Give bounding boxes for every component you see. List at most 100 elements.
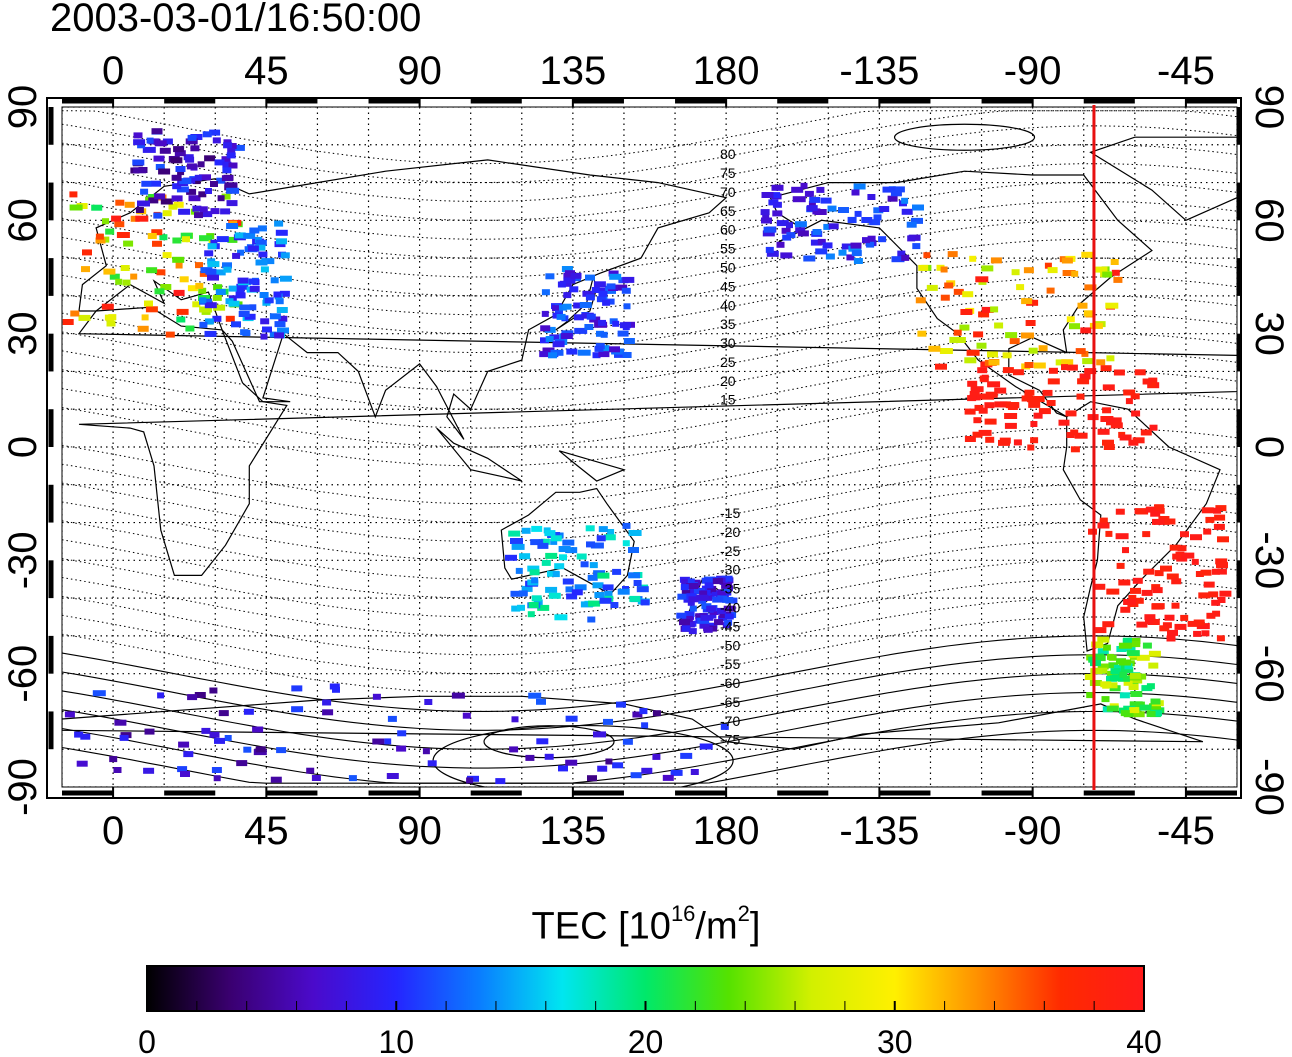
tec-data-point	[1047, 378, 1060, 385]
tec-data-point	[123, 240, 134, 247]
tec-data-point	[199, 270, 209, 277]
tec-data-point	[582, 290, 595, 297]
tec-data-point	[576, 553, 587, 560]
tec-data-point	[113, 767, 122, 773]
right-latitude-label: -90	[1247, 758, 1291, 816]
tec-data-point	[966, 349, 980, 356]
tec-data-point	[1122, 637, 1132, 644]
tec-data-point	[1089, 680, 1102, 686]
tec-data-point	[234, 232, 246, 239]
tec-data-point	[542, 347, 555, 354]
contour-mlat	[62, 238, 1237, 316]
tec-data-point	[662, 774, 674, 781]
tec-data-point	[114, 221, 125, 228]
tec-data-point	[803, 255, 816, 262]
contour-label: -65	[720, 694, 740, 710]
tec-data-point	[911, 217, 923, 224]
tec-data-point	[1116, 562, 1125, 569]
tec-data-point	[249, 304, 257, 311]
tec-data-point	[124, 201, 135, 208]
tec-data-point	[1110, 422, 1123, 429]
tec-data-point	[1126, 650, 1140, 657]
tec-data-point	[1024, 362, 1034, 368]
tec-data-point	[199, 306, 213, 313]
tec-data-point	[782, 234, 792, 241]
tec-data-point	[670, 769, 683, 776]
tec-data-point	[1142, 378, 1152, 385]
tec-data-point	[135, 215, 149, 222]
tec-data-point	[1023, 267, 1034, 274]
tec-data-point	[1187, 620, 1199, 627]
tec-data-point	[998, 439, 1010, 446]
tec-data-point	[1033, 412, 1043, 419]
tec-data-point	[264, 297, 274, 304]
tec-data-point	[1097, 428, 1110, 435]
tec-data-point	[1193, 630, 1202, 637]
contour-label: 30	[720, 335, 736, 351]
tec-data-point	[1061, 359, 1074, 366]
tec-data-point	[1119, 671, 1128, 678]
tec-data-point	[981, 374, 989, 381]
contour-mlat	[62, 314, 1237, 391]
tec-data-point	[561, 266, 573, 272]
tec-data-point	[901, 254, 910, 261]
tec-data-point	[1136, 621, 1148, 628]
contour-mlat	[62, 616, 1237, 693]
tec-data-point	[225, 315, 235, 322]
tec-data-point	[172, 256, 185, 263]
tec-data-point	[1136, 654, 1150, 661]
tec-data-point	[1190, 534, 1202, 541]
graticule	[62, 107, 1237, 787]
tec-data-point	[619, 322, 631, 329]
tec-data-point	[1130, 597, 1144, 604]
tec-data-point	[1090, 668, 1103, 675]
tec-data-point	[812, 229, 822, 235]
tec-data-point	[987, 381, 1001, 388]
tec-data-point	[593, 281, 606, 288]
tec-data-point	[680, 752, 693, 759]
tec-data-point	[177, 766, 188, 773]
tec-data-point	[614, 351, 627, 358]
tec-data-point	[953, 329, 962, 336]
tec-data-point	[261, 258, 275, 265]
tec-data-point	[1113, 276, 1123, 283]
tec-data-point	[210, 208, 220, 215]
tec-data-point	[1111, 269, 1120, 276]
tec-data-point	[116, 232, 130, 238]
tec-data-point	[629, 595, 641, 602]
tec-data-point	[565, 547, 578, 554]
tec-data-point	[791, 186, 804, 193]
tec-data-point	[135, 207, 144, 213]
tec-data-point	[984, 418, 997, 425]
tec-data-point	[554, 563, 565, 570]
tec-data-point	[879, 206, 890, 212]
contour-label: 80	[720, 146, 736, 162]
africa-coastline	[77, 306, 1237, 576]
left-latitude-label: -30	[1, 531, 45, 589]
tec-data-point	[508, 530, 521, 537]
tec-data-point	[212, 137, 221, 144]
tec-data-point	[1171, 578, 1182, 585]
colorbar-ticks: 0 10 20 30 40	[138, 1001, 1162, 1057]
tec-data-point	[387, 715, 397, 722]
australia-coastline	[500, 487, 635, 596]
tec-data-point	[792, 196, 806, 203]
contour-mlat	[62, 503, 1237, 580]
tec-data-point	[817, 238, 826, 245]
tec-data-point	[680, 584, 689, 591]
tec-data-point	[1102, 384, 1115, 391]
tec-data-point	[623, 338, 635, 344]
north-america-coastline	[769, 170, 1153, 418]
tec-data-point	[82, 249, 92, 256]
tec-data-point	[536, 698, 546, 705]
tec-data-point	[223, 266, 232, 273]
tec-data-point	[1177, 545, 1187, 552]
tec-data-point	[260, 266, 269, 273]
tec-data-point	[994, 387, 1007, 394]
top-longitude-label: -90	[1004, 49, 1062, 93]
tec-data-point	[1118, 579, 1131, 586]
south-america-coastline	[1062, 401, 1221, 652]
tec-data-point	[1016, 284, 1025, 291]
tec-data-point	[505, 554, 517, 561]
tec-data-point	[1033, 396, 1045, 402]
